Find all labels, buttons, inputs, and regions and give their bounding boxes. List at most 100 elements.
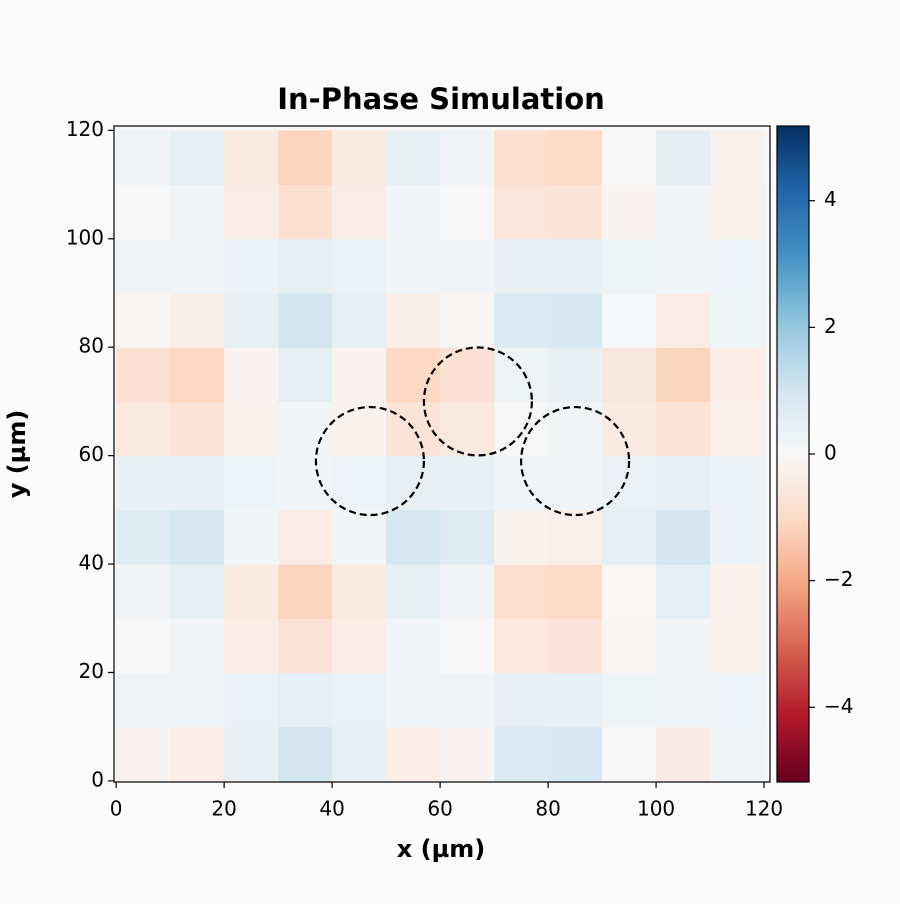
heatmap-cell <box>602 509 657 565</box>
heatmap-cell <box>224 672 279 728</box>
y-tick-label: 120 <box>66 117 104 141</box>
heatmap-cell <box>710 509 765 565</box>
heatmap-cell <box>224 401 279 457</box>
heatmap-cell <box>710 726 765 782</box>
heatmap-cell <box>440 238 495 294</box>
heatmap-cell <box>656 292 711 348</box>
heatmap-cell <box>224 455 279 511</box>
heatmap-cell <box>656 618 711 674</box>
heatmap-cell <box>656 509 711 565</box>
heatmap-cell <box>116 130 171 186</box>
heatmap-cell <box>278 455 333 511</box>
colorbar-tick-label: −4 <box>824 694 853 718</box>
heatmap-cell <box>440 130 495 186</box>
heatmap-cell <box>494 401 549 457</box>
y-tick-label: 100 <box>66 225 104 249</box>
heatmap-cell <box>656 238 711 294</box>
heatmap-cell <box>440 726 495 782</box>
heatmap-cell <box>332 672 387 728</box>
heatmap-cell <box>278 347 333 403</box>
heatmap-cell <box>278 672 333 728</box>
heatmap-cell <box>278 130 333 186</box>
heatmap-cell <box>548 184 603 240</box>
heatmap-cell <box>170 401 225 457</box>
heatmap-cell <box>440 401 495 457</box>
heatmap-cell <box>170 726 225 782</box>
x-tick-label: 20 <box>211 797 236 821</box>
heatmap-cell <box>116 564 171 619</box>
heatmap-cell <box>656 347 711 403</box>
heatmap-cell <box>332 347 387 403</box>
circle-annotation <box>422 346 533 457</box>
heatmap-cell <box>710 238 765 294</box>
heatmap-cell <box>224 347 279 403</box>
heatmap-cell <box>386 401 441 457</box>
heatmap-cell <box>116 509 171 565</box>
heatmap-cell <box>440 292 495 348</box>
heatmap-cell <box>656 401 711 457</box>
y-axis-label: y (µm) <box>3 410 31 499</box>
heatmap-cell <box>710 618 765 674</box>
heatmap-cell <box>332 292 387 348</box>
heatmap-cell <box>602 238 657 294</box>
heatmap-cell <box>278 401 333 457</box>
heatmap-cell <box>440 672 495 728</box>
heatmap-cell <box>440 618 495 674</box>
heatmap-cell <box>278 509 333 565</box>
heatmap-cell <box>494 618 549 674</box>
heatmap-cell <box>386 184 441 240</box>
heatmap-cell <box>494 509 549 565</box>
heatmap-cell <box>332 726 387 782</box>
heatmap-cell <box>710 401 765 457</box>
heatmap-cell <box>548 130 603 186</box>
heatmap-cell <box>602 564 657 619</box>
heatmap-cell <box>440 509 495 565</box>
heatmap-cell <box>602 726 657 782</box>
colorbar <box>776 125 810 783</box>
heatmap-cell <box>656 130 711 186</box>
heatmap-cell <box>386 238 441 294</box>
heatmap-cell <box>170 509 225 565</box>
heatmap-cell <box>494 672 549 728</box>
y-tick-label: 60 <box>79 442 104 466</box>
heatmap-cell <box>386 618 441 674</box>
heatmap-cell <box>548 672 603 728</box>
heatmap-cell <box>386 672 441 728</box>
x-tick-label: 100 <box>637 797 675 821</box>
heatmap-cell <box>602 130 657 186</box>
heatmap-cell <box>116 292 171 348</box>
heatmap-cell <box>170 672 225 728</box>
heatmap-cell <box>494 238 549 294</box>
heatmap-cell <box>494 726 549 782</box>
heatmap-cell <box>332 509 387 565</box>
heatmap-cell <box>332 184 387 240</box>
colorbar-tick-label: 0 <box>824 441 837 465</box>
heatmap-cell <box>224 184 279 240</box>
y-tick-label: 80 <box>79 334 104 358</box>
heatmap-cell <box>386 509 441 565</box>
heatmap-cell <box>710 347 765 403</box>
heatmap-cell <box>386 726 441 782</box>
chart-title: In-Phase Simulation <box>277 82 605 116</box>
heatmap-cell <box>224 130 279 186</box>
x-tick-label: 0 <box>110 797 123 821</box>
x-tick-label: 40 <box>319 797 344 821</box>
heatmap-cell <box>656 455 711 511</box>
heatmap-cell <box>278 618 333 674</box>
heatmap-cell <box>656 564 711 619</box>
heatmap-cell <box>656 184 711 240</box>
heatmap-cell <box>548 618 603 674</box>
heatmap <box>114 126 770 782</box>
heatmap-cell <box>494 292 549 348</box>
heatmap-cell <box>548 455 603 511</box>
x-axis-label: x (µm) <box>397 835 485 863</box>
heatmap-cell <box>440 564 495 619</box>
heatmap-cell <box>278 292 333 348</box>
heatmap-cell <box>332 618 387 674</box>
heatmap-cell <box>602 401 657 457</box>
heatmap-cell <box>548 564 603 619</box>
x-tick-label: 80 <box>535 797 560 821</box>
heatmap-cell <box>494 347 549 403</box>
heatmap-cell <box>224 509 279 565</box>
heatmap-cell <box>332 401 387 457</box>
